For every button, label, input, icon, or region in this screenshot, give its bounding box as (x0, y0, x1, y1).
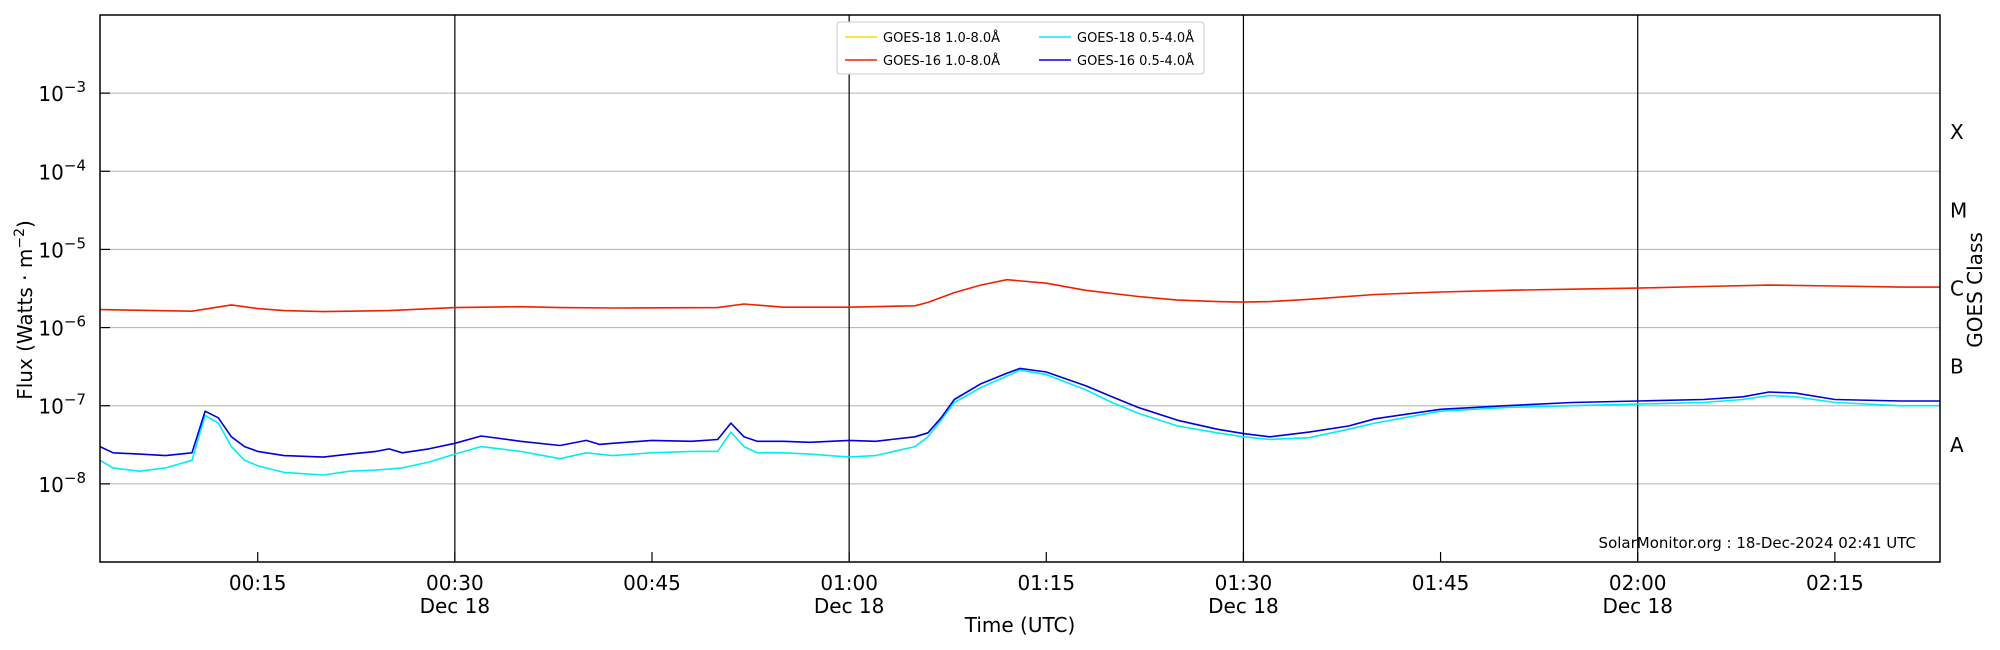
goes-class-label: X (1950, 120, 1964, 144)
goes-class-label: A (1950, 433, 1964, 457)
goes-class-label: B (1950, 355, 1964, 379)
x-tick-date-label: Dec 18 (1602, 594, 1673, 618)
goes-class-axis-label: GOES Class (1963, 232, 1987, 348)
credit-text: SolarMonitor.org : 18-Dec-2024 02:41 UTC (1599, 534, 1916, 552)
x-tick-label: 01:45 (1412, 571, 1470, 595)
x-axis-label: Time (UTC) (964, 613, 1076, 637)
grid-lines (100, 14, 1940, 485)
legend-entry: GOES-18 0.5-4.0Å (1077, 30, 1194, 46)
y-axis-ticks: 10−8 10−7 10−6 10−5 10−4 10−3 (38, 78, 110, 497)
x-tick-label: 00:30 (426, 571, 484, 595)
y-axis-label: Flux (Watts · m−2) (12, 220, 37, 400)
legend-entry: GOES-16 1.0-8.0Å (883, 53, 1000, 69)
goes-class-label: C (1950, 277, 1964, 301)
y-tick-label: 10−6 (38, 313, 86, 341)
y-tick-label: 10−5 (38, 234, 86, 262)
day-marker-lines (454, 15, 1639, 562)
y-tick-label: 10−4 (38, 156, 86, 184)
goes-class-label: M (1950, 198, 1967, 222)
x-tick-date-label: Dec 18 (420, 594, 491, 618)
series-line (99, 278, 1940, 313)
plot-series (99, 278, 1940, 476)
legend-entry: GOES-16 0.5-4.0Å (1077, 53, 1194, 69)
x-tick-label: 01:15 (1017, 571, 1075, 595)
legend: GOES-18 1.0-8.0Å GOES-16 1.0-8.0Å GOES-18 … (836, 21, 1205, 75)
x-tick-date-label: Dec 18 (1208, 594, 1279, 618)
y-tick-label: 10−8 (38, 469, 86, 497)
x-tick-label: 02:00 (1609, 571, 1667, 595)
x-tick-label: 01:00 (820, 571, 878, 595)
x-tick-label: 00:15 (229, 571, 287, 595)
legend-entry: GOES-18 1.0-8.0Å (883, 30, 1000, 46)
x-tick-label: 01:30 (1215, 571, 1273, 595)
y-tick-label: 10−3 (38, 78, 86, 106)
legend-box (836, 21, 1205, 75)
series-line (99, 369, 1940, 476)
goes-class-labels: A B C M X (1950, 120, 1967, 457)
x-tick-date-label: Dec 18 (814, 594, 885, 618)
x-tick-label: 00:45 (623, 571, 681, 595)
y-tick-label: 10−7 (38, 391, 86, 419)
x-tick-label: 02:15 (1806, 571, 1864, 595)
plot-frame (99, 14, 1941, 563)
series-line (99, 367, 1940, 458)
